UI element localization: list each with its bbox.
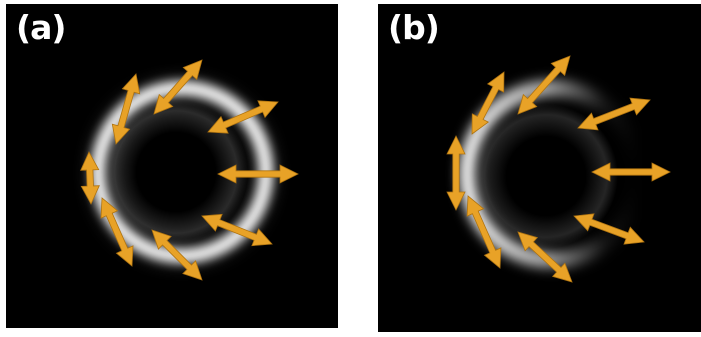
double-arrow-icon <box>201 213 273 247</box>
double-arrow-icon <box>591 162 671 182</box>
arrows-b <box>446 55 671 283</box>
double-arrow-icon <box>151 229 203 281</box>
double-arrow-icon <box>517 231 573 283</box>
panel-b: (b) <box>378 4 701 332</box>
panel-a-graphic <box>80 59 299 281</box>
inner-halo <box>104 100 248 244</box>
double-arrow-icon <box>80 151 100 205</box>
panel-label-b: (b) <box>388 8 440 47</box>
double-arrow-icon <box>577 97 651 131</box>
panel-a: (a) <box>6 4 338 328</box>
double-arrow-icon <box>517 55 571 115</box>
double-arrow-icon <box>207 100 279 134</box>
inner-halo <box>474 104 618 248</box>
double-arrow-icon <box>446 135 466 211</box>
arrows-a <box>80 59 299 281</box>
double-arrow-icon <box>100 197 134 267</box>
panel-label-a: (a) <box>16 8 66 47</box>
double-arrow-icon <box>153 59 203 115</box>
double-arrow-icon <box>573 213 645 245</box>
double-arrow-icon <box>111 73 141 145</box>
double-arrow-icon <box>471 71 505 135</box>
panel-b-graphic <box>446 55 671 283</box>
double-arrow-icon <box>466 195 502 269</box>
double-arrow-icon <box>217 164 299 184</box>
